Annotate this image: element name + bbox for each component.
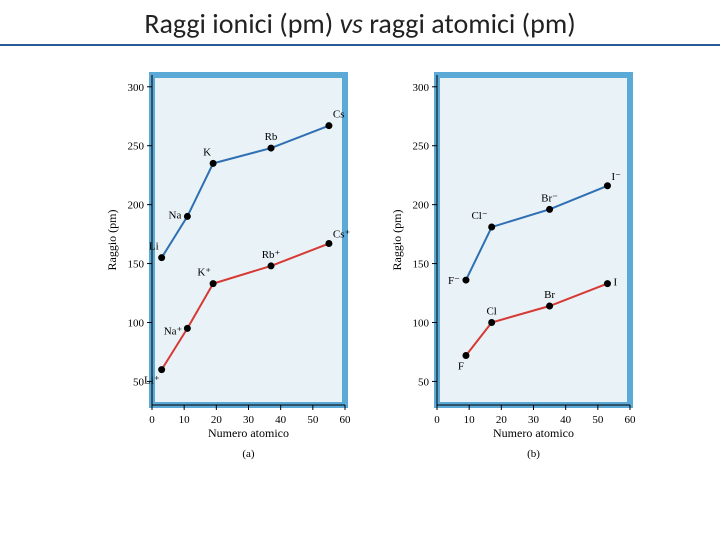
data-point xyxy=(210,160,216,166)
data-point-label: I xyxy=(613,277,617,289)
y-tick-label: 150 xyxy=(128,259,145,271)
title-part2: raggi atomici (pm) xyxy=(369,6,575,41)
y-tick-label: 150 xyxy=(413,259,430,271)
data-point xyxy=(547,206,553,212)
panel-0: 50 100 150 200 250 300 0 10 20 30 40 50 60 Numero ato… xyxy=(105,75,351,460)
data-point-label: K⁺ xyxy=(197,267,211,279)
x-axis-label: Numero atomico xyxy=(493,426,574,440)
y-tick-label: 300 xyxy=(413,82,430,94)
data-point xyxy=(184,325,190,331)
data-point-label: Li xyxy=(149,241,159,253)
y-axis-label: Raggio (pm) xyxy=(105,210,119,271)
data-point-label: F⁻ xyxy=(448,275,460,287)
x-tick-label: 50 xyxy=(307,414,319,426)
x-tick-label: 0 xyxy=(434,414,440,426)
x-tick-label: 0 xyxy=(149,414,155,426)
charts-svg: 501001502002503000102030405060Numero ato… xyxy=(0,65,720,515)
data-point-label: Rb⁺ xyxy=(262,249,281,261)
data-point xyxy=(326,123,332,129)
x-tick-label: 30 xyxy=(528,414,540,426)
panel-1: 50 100 150 200 250 300 0 10 20 30 40 50 60 Numero ato… xyxy=(390,75,636,460)
x-tick-label: 60 xyxy=(340,414,352,426)
data-point-label: F xyxy=(458,361,464,373)
y-axis-label: Raggio (pm) xyxy=(390,210,404,271)
x-axis-label: Numero atomico xyxy=(208,426,289,440)
page-title: Raggi ionici (pm) vs raggi atomici (pm) xyxy=(0,6,720,41)
x-tick-label: 10 xyxy=(464,414,476,426)
y-tick-label: 200 xyxy=(128,200,145,212)
data-point xyxy=(210,281,216,287)
data-point-label: Na xyxy=(169,209,182,221)
panel-label: (b) xyxy=(527,448,540,460)
data-point xyxy=(159,367,165,373)
data-point-label: Na⁺ xyxy=(164,325,183,337)
data-point xyxy=(463,353,469,359)
data-point-label: Li⁺ xyxy=(144,375,160,387)
y-tick-label: 100 xyxy=(413,318,430,330)
data-point-label: Br xyxy=(544,289,555,301)
data-point xyxy=(326,241,332,247)
data-point xyxy=(489,320,495,326)
y-tick-label: 200 xyxy=(413,200,430,212)
data-point-label: Cs xyxy=(333,109,345,121)
data-point-label: K xyxy=(203,146,211,158)
data-point xyxy=(604,281,610,287)
x-tick-label: 50 xyxy=(592,414,604,426)
data-point xyxy=(159,255,165,261)
data-point xyxy=(268,145,274,151)
title-part1: Raggi ionici (pm) xyxy=(144,6,339,41)
data-point xyxy=(489,224,495,230)
y-tick-label: 50 xyxy=(133,376,145,388)
x-tick-label: 20 xyxy=(211,414,223,426)
data-point xyxy=(547,303,553,309)
x-tick-label: 40 xyxy=(560,414,572,426)
x-tick-label: 40 xyxy=(275,414,287,426)
y-tick-label: 50 xyxy=(418,376,430,388)
x-tick-label: 30 xyxy=(243,414,255,426)
data-point-label: Cs⁺ xyxy=(333,229,351,241)
y-tick-label: 300 xyxy=(128,82,145,94)
data-point xyxy=(268,263,274,269)
y-tick-label: 250 xyxy=(128,141,145,153)
data-point-label: Cl⁻ xyxy=(471,210,487,222)
x-tick-label: 60 xyxy=(625,414,637,426)
plot-background xyxy=(152,75,345,405)
data-point xyxy=(604,183,610,189)
data-point-label: Cl xyxy=(486,306,496,318)
data-point-label: I⁻ xyxy=(611,171,621,183)
data-point-label: Br⁻ xyxy=(541,192,558,204)
data-point xyxy=(184,213,190,219)
x-tick-label: 10 xyxy=(179,414,191,426)
data-point xyxy=(463,277,469,283)
y-tick-label: 250 xyxy=(413,141,430,153)
data-point-label: Rb xyxy=(265,131,278,143)
charts-container: 501001502002503000102030405060Numero ato… xyxy=(0,65,720,515)
y-tick-label: 100 xyxy=(128,318,145,330)
panel-label: (a) xyxy=(242,448,255,460)
x-tick-label: 20 xyxy=(496,414,508,426)
title-underline xyxy=(0,44,720,46)
title-vs: vs xyxy=(340,6,363,41)
